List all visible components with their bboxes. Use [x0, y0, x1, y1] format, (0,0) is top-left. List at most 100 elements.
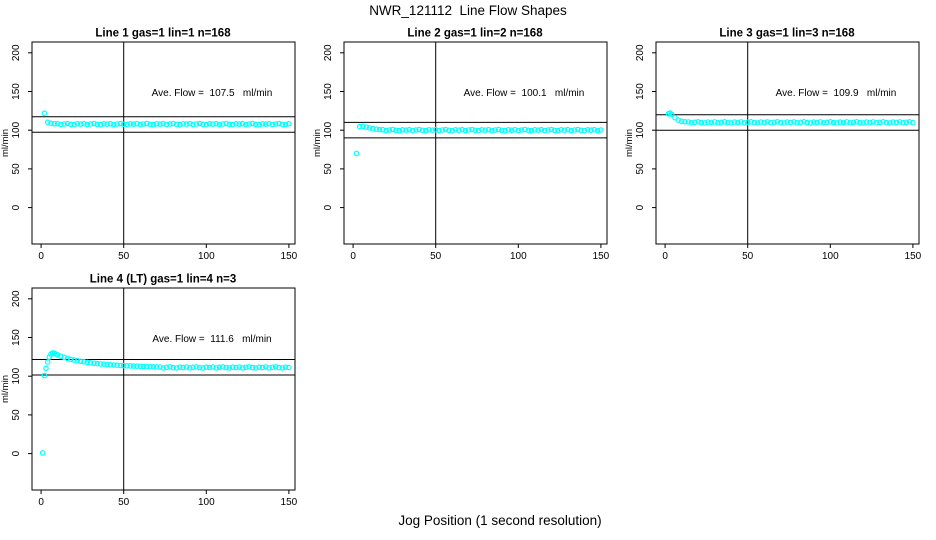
data-point: [439, 127, 446, 133]
ave-flow-annotation: Ave. Flow = 109.9 ml/min: [776, 88, 897, 99]
data-point: [282, 121, 289, 128]
data-point: [77, 121, 84, 127]
data-point: [804, 119, 811, 126]
data-point: [893, 119, 900, 126]
data-point: [505, 127, 512, 133]
x-axis-tick-label: 50: [118, 251, 130, 262]
data-point: [475, 127, 482, 134]
data-point: [698, 119, 705, 126]
data-point: [140, 363, 147, 370]
data-point: [472, 127, 479, 134]
data-point: [180, 364, 187, 371]
data-point: [403, 127, 409, 134]
main-title: NWR_121112 Line Flow Shapes: [369, 3, 567, 18]
data-point: [266, 120, 272, 127]
data-point: [528, 127, 535, 134]
y-axis-tick-label: 100: [11, 121, 22, 138]
data-point: [196, 120, 203, 127]
data-point: [728, 120, 735, 126]
data-point: [87, 360, 94, 366]
x-axis-tick-label: 0: [38, 251, 44, 262]
data-point: [685, 119, 691, 125]
data-point: [791, 119, 797, 125]
data-point: [163, 364, 170, 371]
data-point: [61, 354, 67, 361]
plot-box: [655, 41, 920, 245]
data-point: [515, 127, 522, 134]
data-point: [705, 119, 711, 125]
data-point: [58, 353, 64, 360]
data-point: [518, 127, 525, 133]
data-point: [91, 120, 97, 127]
data-point: [399, 127, 406, 133]
data-point: [220, 364, 226, 370]
data-point: [256, 121, 263, 128]
data-point: [863, 119, 870, 125]
data-point: [827, 119, 834, 125]
flow-panel-svg: Line 1 gas=1 lin=1 n=168 0 50 100 150 0 50 100 1…: [0, 28, 298, 263]
data-point: [715, 120, 721, 126]
data-point: [117, 362, 124, 369]
data-point: [568, 127, 575, 134]
data-point: [721, 119, 728, 125]
data-point: [731, 119, 738, 125]
data-point: [223, 120, 229, 127]
data-point: [754, 120, 761, 126]
y-axis-tick-label: 50: [635, 163, 646, 175]
data-point: [688, 120, 695, 126]
data-point: [771, 119, 777, 126]
data-point: [840, 119, 847, 126]
data-point: [426, 127, 432, 133]
data-point: [751, 119, 758, 126]
data-point: [678, 118, 685, 125]
data-point: [545, 127, 551, 133]
data-point: [177, 364, 183, 371]
x-axis-tick-label: 50: [118, 497, 130, 508]
data-point: [718, 119, 725, 126]
data-point: [708, 119, 715, 126]
data-point: [276, 120, 282, 127]
data-point: [249, 120, 256, 127]
data-point: [873, 120, 880, 126]
data-point: [532, 127, 538, 133]
data-point: [259, 364, 266, 371]
data-point: [462, 127, 469, 134]
data-point: [830, 119, 837, 126]
data-point: [134, 120, 140, 127]
data-point: [173, 121, 180, 128]
y-axis-tick-label: 0: [11, 450, 22, 456]
data-point: [147, 121, 153, 128]
y-axis-tick-label: 0: [11, 204, 22, 210]
data-point: [64, 355, 71, 362]
data-point: [695, 119, 701, 125]
data-point: [157, 121, 163, 127]
data-point: [262, 364, 269, 370]
data-point: [853, 119, 860, 125]
x-axis-tick-label: 150: [905, 251, 922, 262]
data-point: [465, 127, 472, 133]
data-point: [419, 127, 426, 134]
data-point: [64, 120, 71, 127]
data-point: [370, 125, 376, 132]
data-point: [153, 121, 160, 127]
data-point: [777, 119, 784, 126]
data-point: [522, 126, 528, 133]
panel-title: Line 3 gas=1 lin=3 n=168: [719, 28, 855, 40]
y-axis-tick-label: 0: [635, 204, 646, 210]
data-point: [134, 363, 140, 370]
data-point: [906, 119, 913, 125]
data-point: [432, 126, 439, 133]
data-point: [226, 365, 233, 371]
data-point: [44, 359, 51, 365]
data-point: [127, 363, 134, 369]
data-point: [764, 119, 771, 125]
data-point: [748, 119, 754, 125]
data-point: [353, 150, 360, 157]
data-point: [101, 361, 107, 368]
x-axis-tick-label: 50: [742, 251, 754, 262]
data-point: [272, 121, 279, 127]
data-point: [81, 359, 87, 365]
data-point: [203, 121, 210, 128]
data-point: [373, 126, 379, 133]
